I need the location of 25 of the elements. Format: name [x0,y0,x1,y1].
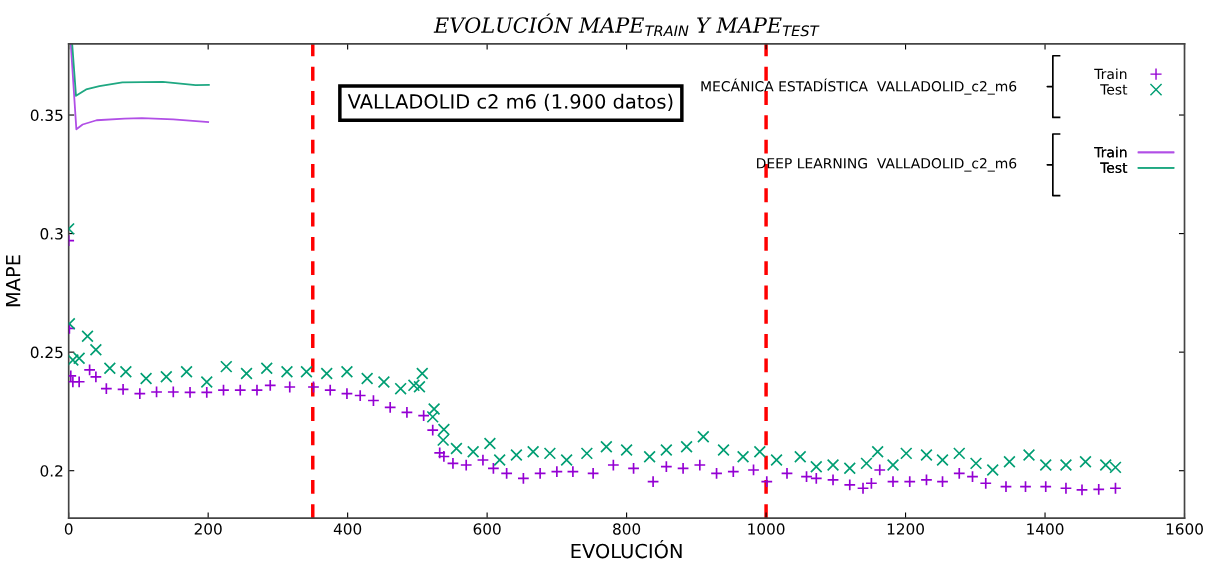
annotation: DEEP LEARNING VALLADOLID_c2_m6 [757,158,1017,172]
x-axis-title: EVOLUCIÓN [571,540,682,559]
y-tick-label: 0.25 [30,346,63,359]
legend-label: Train [1094,68,1127,80]
legend-label: Test [1100,162,1128,173]
x-tick-label: 400 [333,523,362,535]
annotation: MECÁNICA ESTADÍSTICA VALLADOLID_c2_m6 [701,78,1017,95]
y-tick-label: 0.3 [40,228,63,240]
line-series [69,43,210,131]
x-tick-label: 1000 [748,523,785,535]
y-axis-title: MAPE [6,255,21,307]
x-tick-label: 200 [194,523,222,535]
line-series [71,43,210,97]
y-tick-label: 0.35 [30,109,63,122]
legend-label: Test [1100,84,1128,95]
x-tick-label: 600 [473,523,501,535]
y-tick-label: 0.2 [40,465,63,477]
chart-title: EVOLUCIÓN MAPE$_{TRAIN}$ Y MAPE$_{TEST}$ [433,13,820,37]
legend-label: Train [1094,146,1127,158]
annotation: VALLADOLID c2 m6 (1.900 datos) [347,93,673,112]
x-tick-label: 1200 [887,523,924,535]
x-tick-label: 1400 [1027,523,1064,535]
x-tick-label: 0 [64,523,73,535]
x-tick-label: 1600 [1166,523,1203,535]
x-tick-label: 800 [613,523,641,535]
